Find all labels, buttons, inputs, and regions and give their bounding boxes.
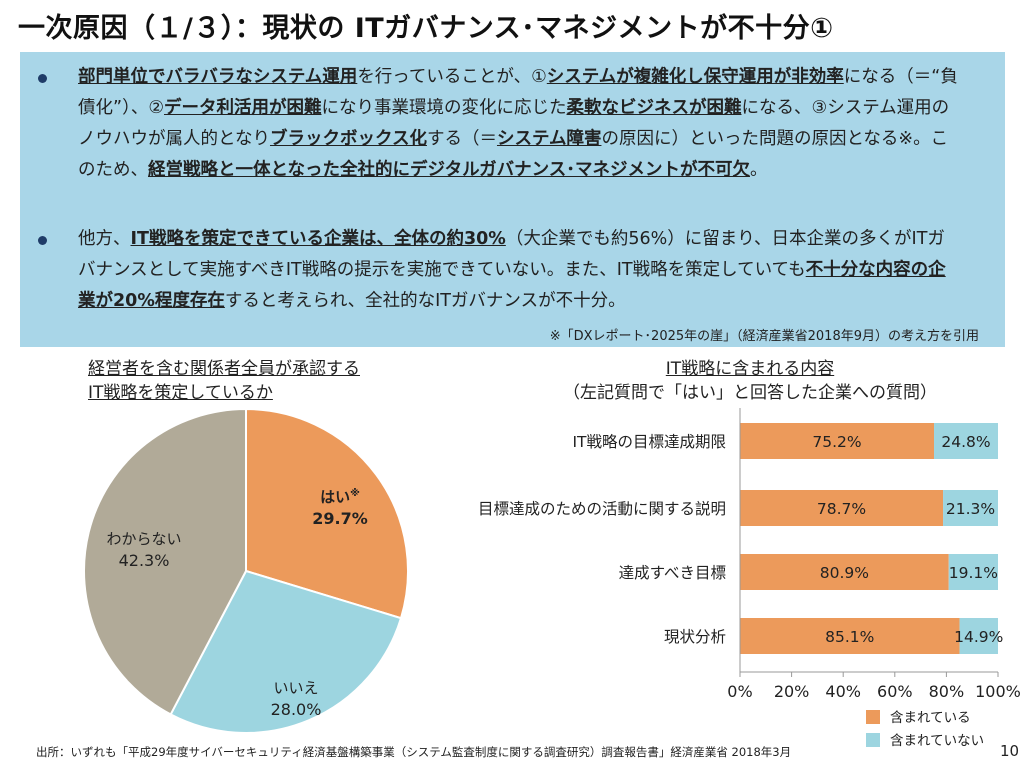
bar-segment-0 (740, 490, 944, 526)
bar-category-label: 達成すべき目標 (619, 564, 726, 582)
bar-category-label: IT戦略の目標達成期限 (572, 433, 726, 451)
emphasis-text: システム障害 (496, 129, 602, 149)
slide-title: 一次原因（１/３）：現状の ITガバナンス･マネジメントが不十分① (18, 13, 834, 44)
bar-value-label: 75.2% (812, 433, 861, 451)
bar-segment-1 (959, 618, 998, 654)
body-text: を行っていることが、① (357, 67, 547, 87)
legend-label: 含まれていない (890, 733, 984, 749)
pie-title-line-2: IT戦略を策定しているか (88, 383, 273, 403)
pie-slice-value: 28.0% (271, 700, 322, 719)
bullet-dot (38, 236, 47, 245)
pie-slice-label: わからない (106, 530, 181, 548)
source-note: 出所：いずれも「平成29年度サイバーセキュリティ経済基盤構築事業（システム監査制… (36, 745, 792, 759)
bar-value-label: 80.9% (820, 564, 869, 582)
emphasis-text: 柔軟なビジネスが困難 (566, 98, 742, 118)
body-text: になる（＝“負債化”）、② (78, 67, 958, 118)
emphasis-text: IT戦略を策定できている企業は、全体の約30% (130, 229, 506, 249)
emphasis-text: システムが複雑化し保守運用が非効率 (546, 67, 844, 87)
pie-slice-1 (169, 569, 403, 734)
bar-segment-1 (948, 554, 998, 590)
pie-slice-2 (83, 407, 247, 716)
bar-segment-0 (740, 618, 960, 654)
pie-slice-value: 42.3% (119, 551, 170, 570)
emphasis-text: 経営戦略と一体となった全社的にデジタルガバナンス･マネジメントが不可欠 (148, 160, 750, 180)
body-text: する（＝ (426, 129, 497, 149)
pie-label-footnote-mark: ※ (350, 487, 360, 499)
bar-segment-0 (740, 554, 949, 590)
bar-x-tick-label: 40% (825, 682, 861, 701)
bar-value-label: 24.8% (941, 433, 990, 451)
bar-x-tick-label: 60% (877, 682, 913, 701)
pie-slice-value: 29.7% (312, 509, 368, 528)
bar-category-label: 目標達成のための活動に関する説明 (478, 500, 726, 518)
bar-chart-title: IT戦略に含まれる内容 （左記質問で「はい」と回答した企業への質問） (560, 357, 940, 405)
body-text: になり事業環境の変化に応じた (321, 98, 567, 118)
bar-x-tick-label: 0% (727, 682, 752, 701)
emphasis-text: データ利活用が困難 (164, 98, 322, 118)
emphasis-text: 部門単位でバラバラなシステム運用 (78, 67, 358, 87)
bullet-2-text: 他方、IT戦略を策定できている企業は、全体の約30%（大企業でも約56%）に留ま… (78, 224, 962, 317)
body-text: になる、③システム運用のノウハウが属人的となり (78, 98, 950, 149)
bar-title-line-1: IT戦略に含まれる内容 (665, 359, 835, 379)
body-text: 。 (750, 160, 768, 180)
bar-value-label: 21.3% (946, 500, 995, 518)
pie-slice-label: いいえ (273, 679, 318, 697)
emphasis-text: 不十分な内容の企業が20%程度存在 (78, 260, 946, 311)
bar-x-tick-label: 20% (774, 682, 810, 701)
bar-segment-0 (740, 423, 935, 459)
bar-value-label: 85.1% (825, 628, 874, 646)
pie-title-line-1: 経営者を含む関係者全員が承認する (88, 359, 360, 379)
bar-title-line-2: （左記質問で「はい」と回答した企業への質問） (563, 383, 937, 403)
legend-swatch-1 (866, 733, 880, 747)
bar-category-label: 現状分析 (664, 628, 726, 646)
bar-value-label: 19.1% (949, 564, 998, 582)
bar-value-label: 14.9% (954, 628, 1003, 646)
body-text: 他方、 (78, 229, 131, 249)
bar-x-tick-label: 100% (975, 682, 1021, 701)
reference-note: ※「DXレポート･2025年の崖」（経済産業省2018年9月）の考え方を引用 (549, 329, 979, 344)
bar-x-tick-label: 80% (929, 682, 965, 701)
pie-chart-title: 経営者を含む関係者全員が承認する IT戦略を策定しているか (88, 357, 360, 405)
summary-bullet-2: 他方、IT戦略を策定できている企業は、全体の約30%（大企業でも約56%）に留ま… (38, 224, 962, 317)
bar-segment-1 (934, 423, 998, 459)
bar-segment-1 (943, 490, 998, 526)
summary-bullet-1: 部門単位でバラバラなシステム運用を行っていることが、①システムが複雑化し保守運用… (38, 62, 962, 186)
bullet-dot (38, 74, 47, 83)
page-number: 10 (1000, 742, 1020, 760)
emphasis-text: ブラックボックス化 (269, 129, 427, 149)
bullet-1-text: 部門単位でバラバラなシステム運用を行っていることが、①システムが複雑化し保守運用… (78, 62, 962, 186)
pie-slice-label: はい※ (320, 487, 360, 506)
pie-slice-0 (245, 407, 409, 620)
body-text: の原因に）といった問題の原因となる※。このため、 (78, 129, 949, 180)
legend-label: 含まれている (890, 710, 971, 726)
body-text: すると考えられ、全社的なITガバナンスが不十分。 (224, 291, 626, 311)
bar-value-label: 78.7% (817, 500, 866, 518)
legend-swatch-0 (866, 710, 880, 724)
body-text: （大企業でも約56%）に留まり、日本企業の多くがITガバナンスとして実施すべきI… (78, 229, 945, 280)
summary-box: 部門単位でバラバラなシステム運用を行っていることが、①システムが複雑化し保守運用… (20, 52, 1005, 347)
